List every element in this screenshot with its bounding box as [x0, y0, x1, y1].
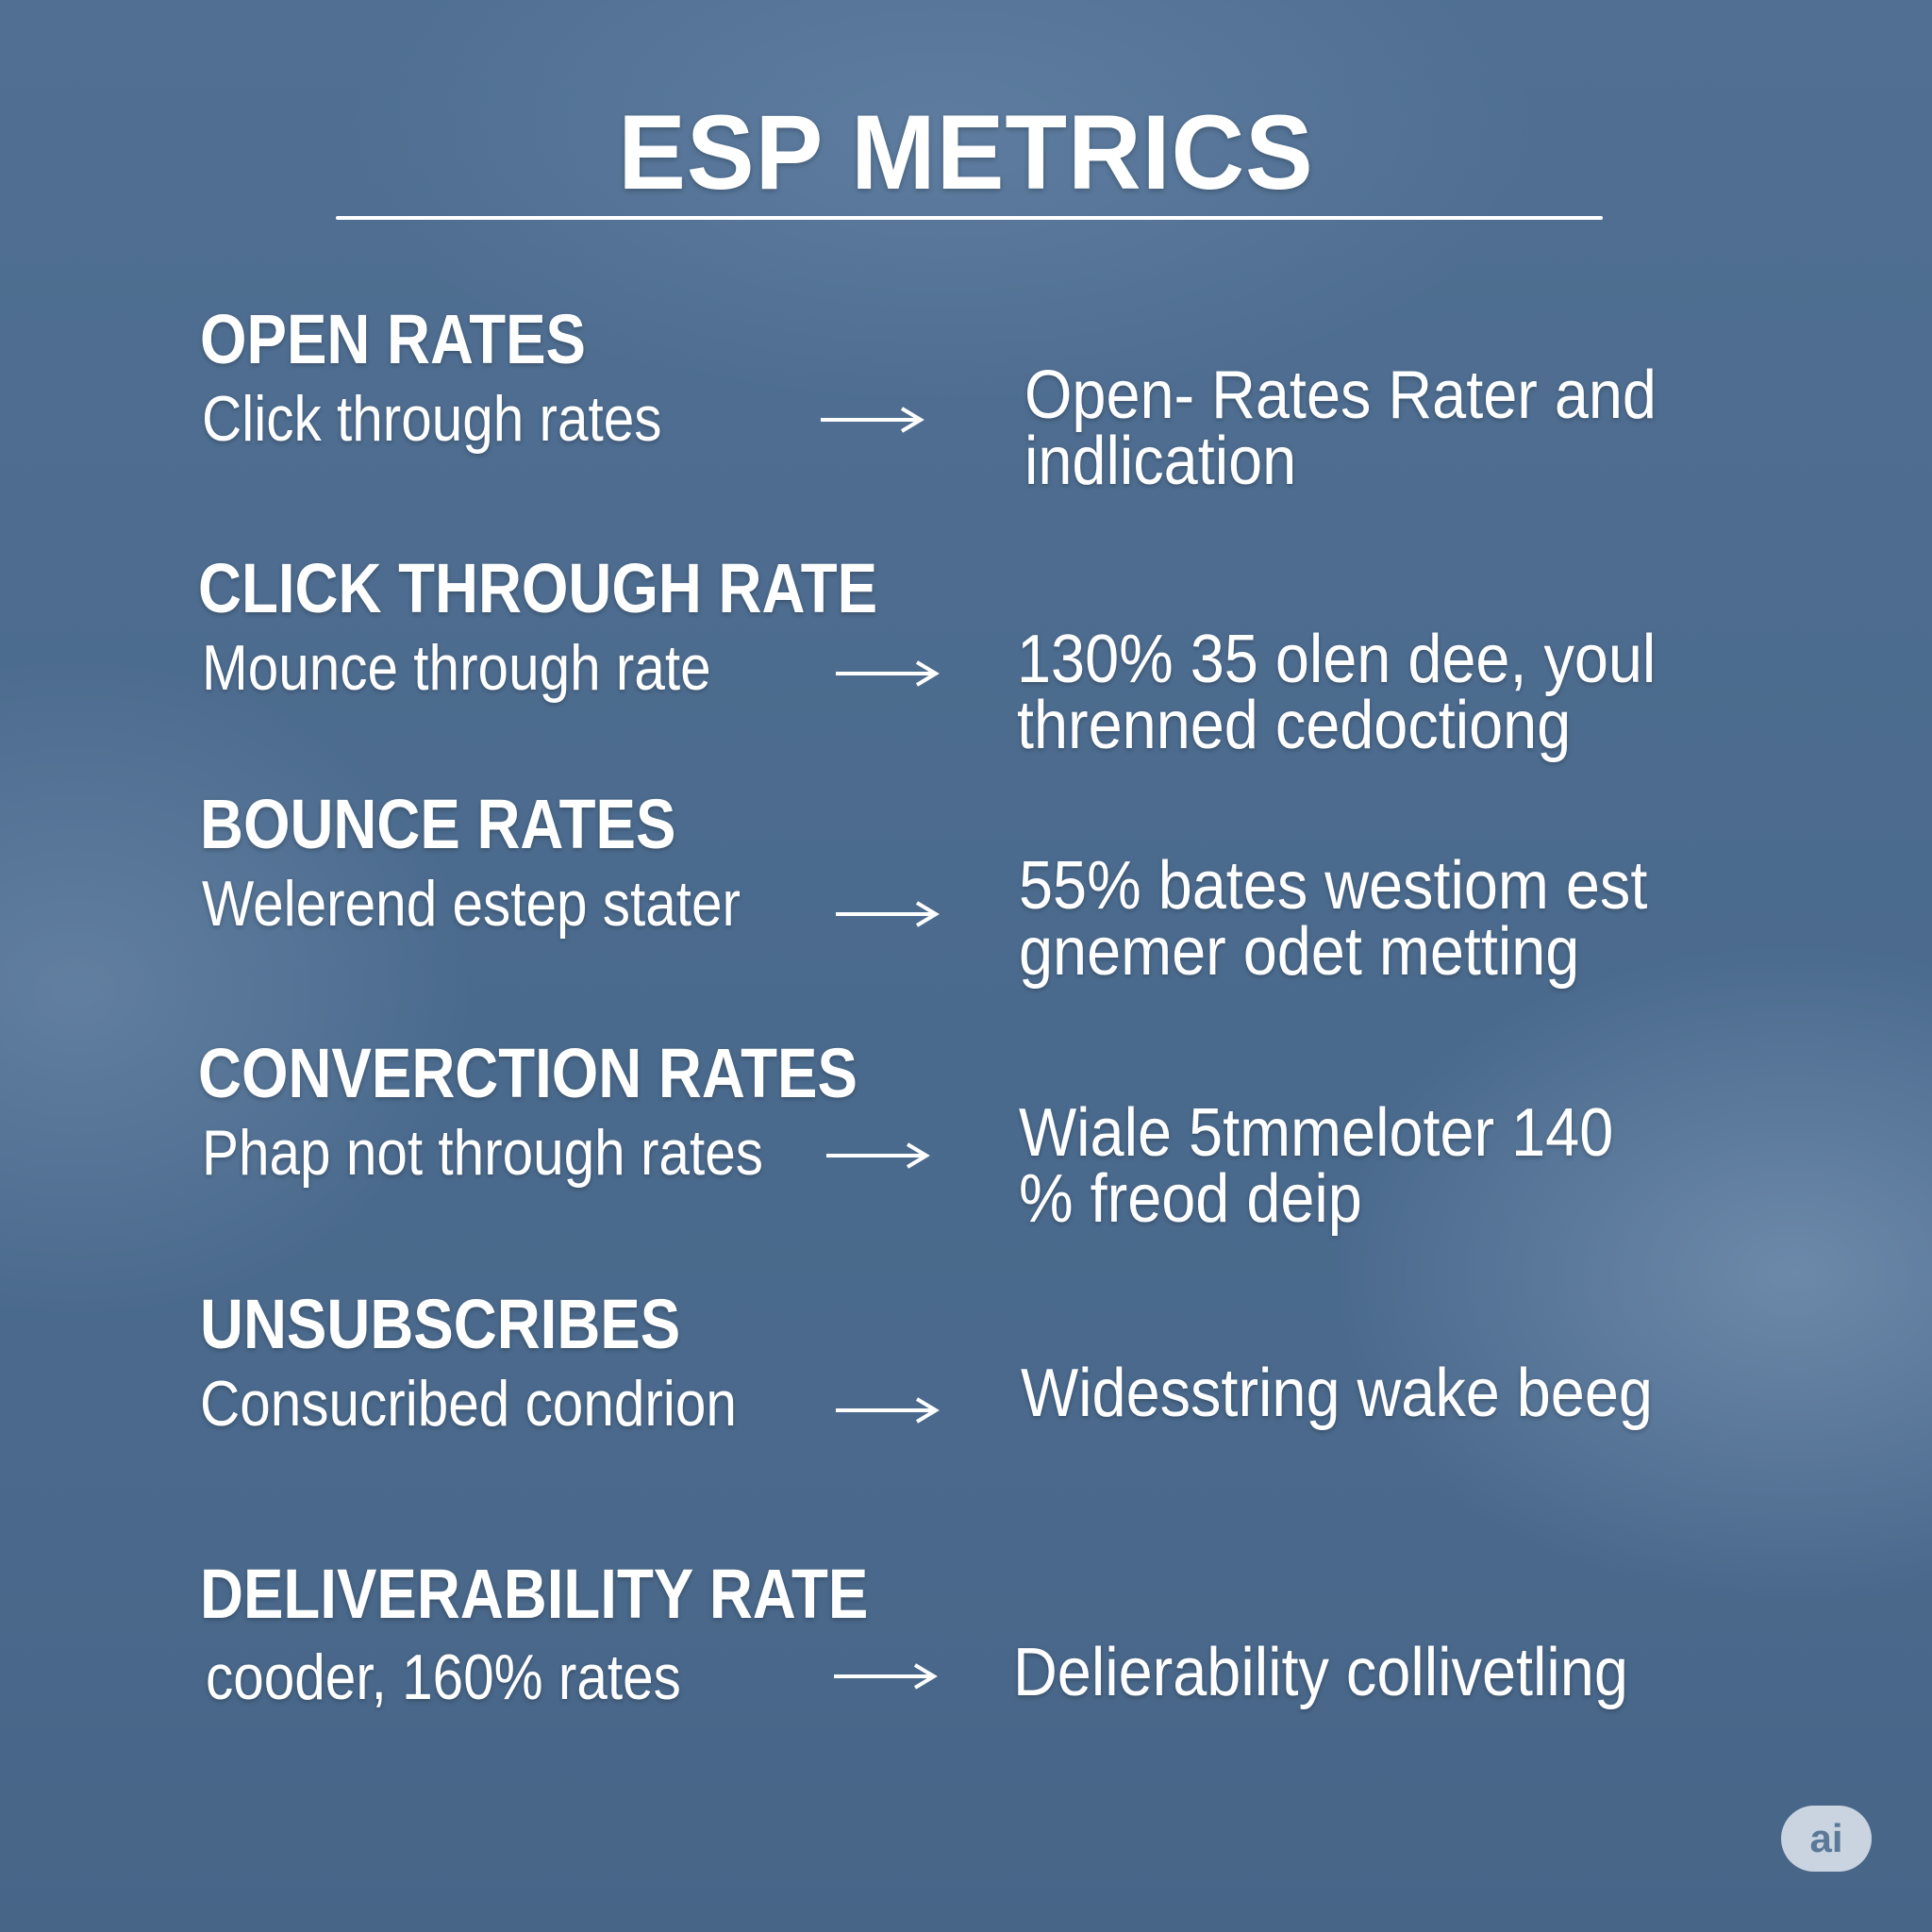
metric-heading: OPEN RATES — [200, 300, 587, 378]
metric-subtext: Welerend estep stater — [202, 868, 741, 940]
right-arrow-icon — [819, 406, 924, 434]
metric-subtext: Consucribed condrion — [200, 1368, 737, 1440]
title-underline — [336, 216, 1603, 220]
metric-converction-rates: CONVERCTION RATES Phap not through rates… — [0, 1034, 1932, 1241]
metric-subtext: Click through rates — [202, 383, 662, 455]
right-arrow-icon — [834, 659, 940, 688]
metric-description: 130% 35 olen dee, youl threnned cedoctio… — [1017, 622, 1657, 763]
metric-description: Open- Rates Rater and indlication — [1024, 358, 1657, 499]
metric-heading: DELIVERABILITY RATE — [200, 1555, 869, 1633]
metric-unsubscribes: UNSUBSCRIBES Consucribed condrion Widess… — [0, 1285, 1932, 1492]
metric-deliverability-rate: DELIVERABILITY RATE cooder, 160% rates D… — [0, 1555, 1932, 1762]
metric-subtext: cooder, 160% rates — [206, 1641, 681, 1713]
right-arrow-icon — [832, 1662, 938, 1690]
right-arrow-icon — [834, 900, 940, 928]
metric-subtext: Phap not through rates — [202, 1117, 763, 1189]
metric-heading: CLICK THROUGH RATE — [198, 549, 878, 627]
metric-description: Widesstring wake beeg — [1021, 1356, 1653, 1431]
metric-heading: CONVERCTION RATES — [198, 1034, 858, 1112]
metric-bounce-rates: BOUNCE RATES Welerend estep stater 55% b… — [0, 785, 1932, 992]
metric-click-through-rate: CLICK THROUGH RATE Mounce through rate 1… — [0, 549, 1932, 763]
metric-open-rates: OPEN RATES Click through rates Open- Rat… — [0, 300, 1932, 508]
metric-heading: BOUNCE RATES — [200, 785, 676, 863]
metric-description: Delierability collivetling — [1013, 1635, 1628, 1710]
metric-heading: UNSUBSCRIBES — [200, 1285, 681, 1363]
right-arrow-icon — [834, 1396, 940, 1424]
metric-description: 55% bates westiom est gnemer odet mettin… — [1019, 848, 1648, 990]
metric-subtext: Mounce through rate — [202, 632, 711, 704]
page-title: ESP METRICS — [618, 93, 1314, 211]
metric-description: Wiale 5tmmeloter 140 % freod deip — [1019, 1095, 1614, 1237]
right-arrow-icon — [824, 1141, 930, 1170]
ai-badge: ai — [1781, 1806, 1872, 1872]
